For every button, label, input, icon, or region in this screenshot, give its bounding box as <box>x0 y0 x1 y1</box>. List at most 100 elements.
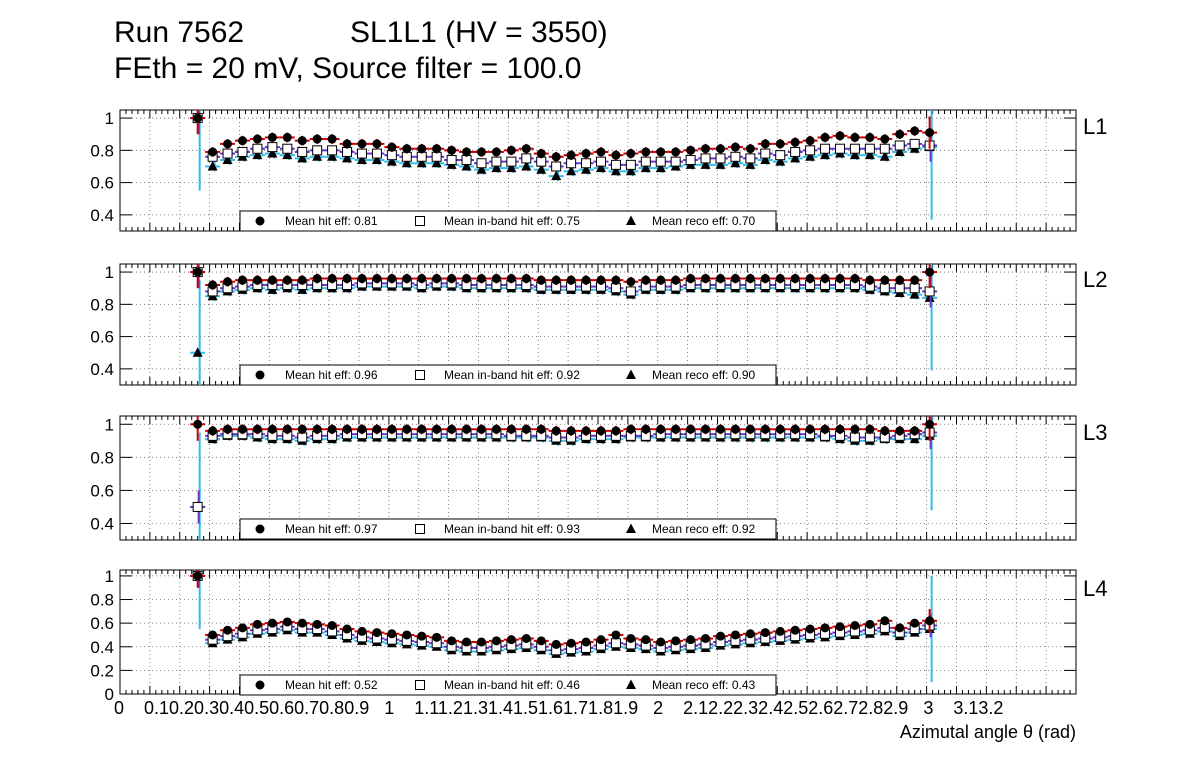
reco-point <box>312 151 323 161</box>
reco-point <box>342 152 353 163</box>
hit-point <box>760 424 770 434</box>
y-tick-label: 0.8 <box>90 448 114 467</box>
hit-point <box>193 113 203 123</box>
hit-point <box>387 274 397 284</box>
legend-inband-text: Mean in-band hit eff: 0.46 <box>444 678 580 692</box>
hit-point <box>297 136 307 146</box>
hit-point <box>880 275 890 285</box>
hit-point <box>521 633 531 643</box>
hit-point <box>730 274 740 284</box>
inband-point <box>461 155 472 166</box>
legend-inband-marker <box>415 370 425 380</box>
hit-point <box>447 424 457 434</box>
hit-point <box>506 635 516 645</box>
hit-point <box>432 144 442 154</box>
hit-point <box>910 426 920 436</box>
legend-hit-marker <box>255 216 265 226</box>
reco-point <box>760 154 771 165</box>
y-tick-label: 0.4 <box>90 206 114 225</box>
hit-point <box>701 633 711 643</box>
hit-point <box>536 275 546 285</box>
series-hit <box>190 110 938 162</box>
series-reco <box>190 110 938 220</box>
hit-point <box>357 626 367 636</box>
reco-point <box>864 149 875 160</box>
hit-point <box>626 424 636 434</box>
hit-point <box>671 275 681 285</box>
hit-point <box>835 622 845 632</box>
hit-point <box>252 134 262 144</box>
hit-point <box>551 275 561 285</box>
hit-point <box>387 629 397 639</box>
hit-point <box>327 134 337 144</box>
reco-point <box>401 157 412 168</box>
reco-point <box>222 154 233 165</box>
hit-point <box>641 275 651 285</box>
hit-point <box>252 424 262 434</box>
hit-point <box>895 426 905 436</box>
hit-point <box>223 424 233 434</box>
hit-point <box>297 424 307 434</box>
inband-point <box>386 150 397 161</box>
hit-point <box>267 275 277 285</box>
reco-point <box>297 152 308 163</box>
legend-hit-marker <box>255 370 265 380</box>
inband-point <box>416 151 427 162</box>
reco-point <box>476 164 487 174</box>
legend: Mean hit eff: 0.52 Mean in-band hit eff: … <box>239 674 777 696</box>
inband-point <box>521 153 532 164</box>
inband-point <box>775 150 786 161</box>
hit-point <box>775 424 785 434</box>
hit-point <box>387 424 397 434</box>
reco-point <box>790 152 801 163</box>
inband-point <box>894 283 905 294</box>
legend-reco-marker <box>626 523 636 533</box>
legend-reco-text: Mean reco eff: 0.92 <box>652 522 756 536</box>
hit-point <box>656 275 666 285</box>
inband-point <box>700 153 711 164</box>
reco-point <box>386 156 397 166</box>
hit-point <box>686 424 696 434</box>
inband-point <box>356 148 367 159</box>
reco-point <box>610 165 621 176</box>
hit-point <box>402 144 412 154</box>
legend-hit-marker <box>255 524 265 534</box>
hit-point <box>506 424 516 434</box>
hit-point <box>372 424 382 434</box>
inband-point <box>267 142 278 153</box>
hit-point <box>880 426 890 436</box>
inband-point <box>894 140 905 151</box>
hit-point <box>775 139 785 149</box>
reco-point <box>431 157 442 168</box>
legend-inband-marker <box>415 524 425 534</box>
hit-point <box>402 630 412 640</box>
inband-point <box>297 432 308 443</box>
hit-point <box>342 139 352 149</box>
hit-point <box>641 424 651 434</box>
inband-point <box>506 156 517 167</box>
hit-point <box>521 274 531 284</box>
hit-point <box>715 424 725 434</box>
hit-point <box>208 147 218 157</box>
hit-point <box>775 626 785 636</box>
hit-point <box>865 275 875 285</box>
inband-point <box>879 283 890 294</box>
inband-point <box>640 156 651 167</box>
inband-point <box>924 286 935 297</box>
y-tick-label: 0 <box>105 685 114 704</box>
reco-point <box>805 151 816 161</box>
reco-point <box>894 146 905 156</box>
conditions-title: FEth = 20 mV, Source filter = 100.0 <box>114 52 582 85</box>
legend-hit-marker <box>255 680 265 690</box>
hit-point <box>417 631 427 641</box>
hit-point <box>730 424 740 434</box>
y-tick-label: 0.4 <box>90 638 114 657</box>
hit-point <box>895 623 905 633</box>
hit-point <box>282 617 292 627</box>
hit-point <box>715 274 725 284</box>
hit-point <box>671 636 681 646</box>
y-tick-label: 1 <box>105 415 114 434</box>
hit-point <box>686 635 696 645</box>
hit-point <box>865 424 875 434</box>
y-tick-label: 0.8 <box>90 591 114 610</box>
